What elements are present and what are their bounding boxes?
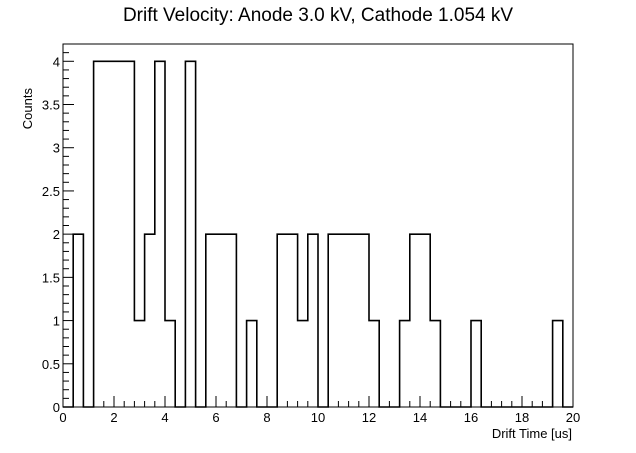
x-tick-label: 18 <box>515 410 529 425</box>
histogram-outline <box>63 60 573 408</box>
y-tick-label: 1 <box>53 314 60 329</box>
histogram-bin <box>287 234 297 407</box>
histogram-bin <box>471 321 481 407</box>
histogram-bin <box>328 234 338 407</box>
histogram-bin <box>277 234 287 407</box>
histogram-bin <box>308 234 318 407</box>
y-tick-label: 0 <box>53 400 60 415</box>
histogram-bin <box>124 61 134 407</box>
histogram-bin <box>349 234 359 407</box>
histogram-bin <box>94 61 104 407</box>
histogram-bin <box>145 234 155 407</box>
histogram-bin <box>410 234 420 407</box>
y-axis-label: Counts <box>20 88 35 130</box>
histogram-bin <box>359 234 369 407</box>
y-tick-label: 1.5 <box>42 270 60 285</box>
y-tick-label: 4 <box>53 54 60 69</box>
x-tick-label: 20 <box>566 410 580 425</box>
x-tick-label: 6 <box>212 410 219 425</box>
histogram-bin <box>369 321 379 407</box>
histogram-bin <box>400 321 410 407</box>
histogram-bin <box>104 61 114 407</box>
histogram-bin <box>420 234 430 407</box>
histogram-bin <box>338 234 348 407</box>
x-tick-label: 8 <box>263 410 270 425</box>
x-tick-label: 16 <box>464 410 478 425</box>
y-tick-label: 3 <box>53 141 60 156</box>
x-axis-label: Drift Time [us] <box>492 426 572 441</box>
histogram-bin <box>206 234 216 407</box>
histogram-bin <box>430 321 440 407</box>
x-tick-label: 2 <box>110 410 117 425</box>
chart-title: Drift Velocity: Anode 3.0 kV, Cathode 1.… <box>122 5 514 26</box>
histogram-bin <box>114 61 124 407</box>
histogram-bin <box>165 321 175 407</box>
x-tick-label: 12 <box>362 410 376 425</box>
histogram-bin <box>247 321 257 407</box>
x-tick-label: 0 <box>59 410 66 425</box>
histogram-bin <box>185 61 195 407</box>
x-tick-label: 14 <box>413 410 427 425</box>
histogram-bin <box>216 234 226 407</box>
histogram-series <box>63 60 573 408</box>
x-tick-label: 4 <box>161 410 168 425</box>
histogram-bin <box>155 61 165 407</box>
histogram-bin <box>226 234 236 407</box>
y-tick-label: 0.5 <box>42 357 60 372</box>
y-tick-label: 2.5 <box>42 184 60 199</box>
y-tick-label: 3.5 <box>42 98 60 113</box>
x-tick-label: 10 <box>311 410 325 425</box>
histogram-bin <box>134 321 144 407</box>
histogram-bin <box>553 321 563 407</box>
y-tick-label: 2 <box>53 227 60 242</box>
histogram-bin <box>73 234 83 407</box>
tick-labels: 0 2 4 6 8 10 12 14 16 18 20 0 0.5 1 1.5 2 2.5 3 3.5 4 <box>42 54 580 425</box>
histogram-bin <box>298 321 308 407</box>
